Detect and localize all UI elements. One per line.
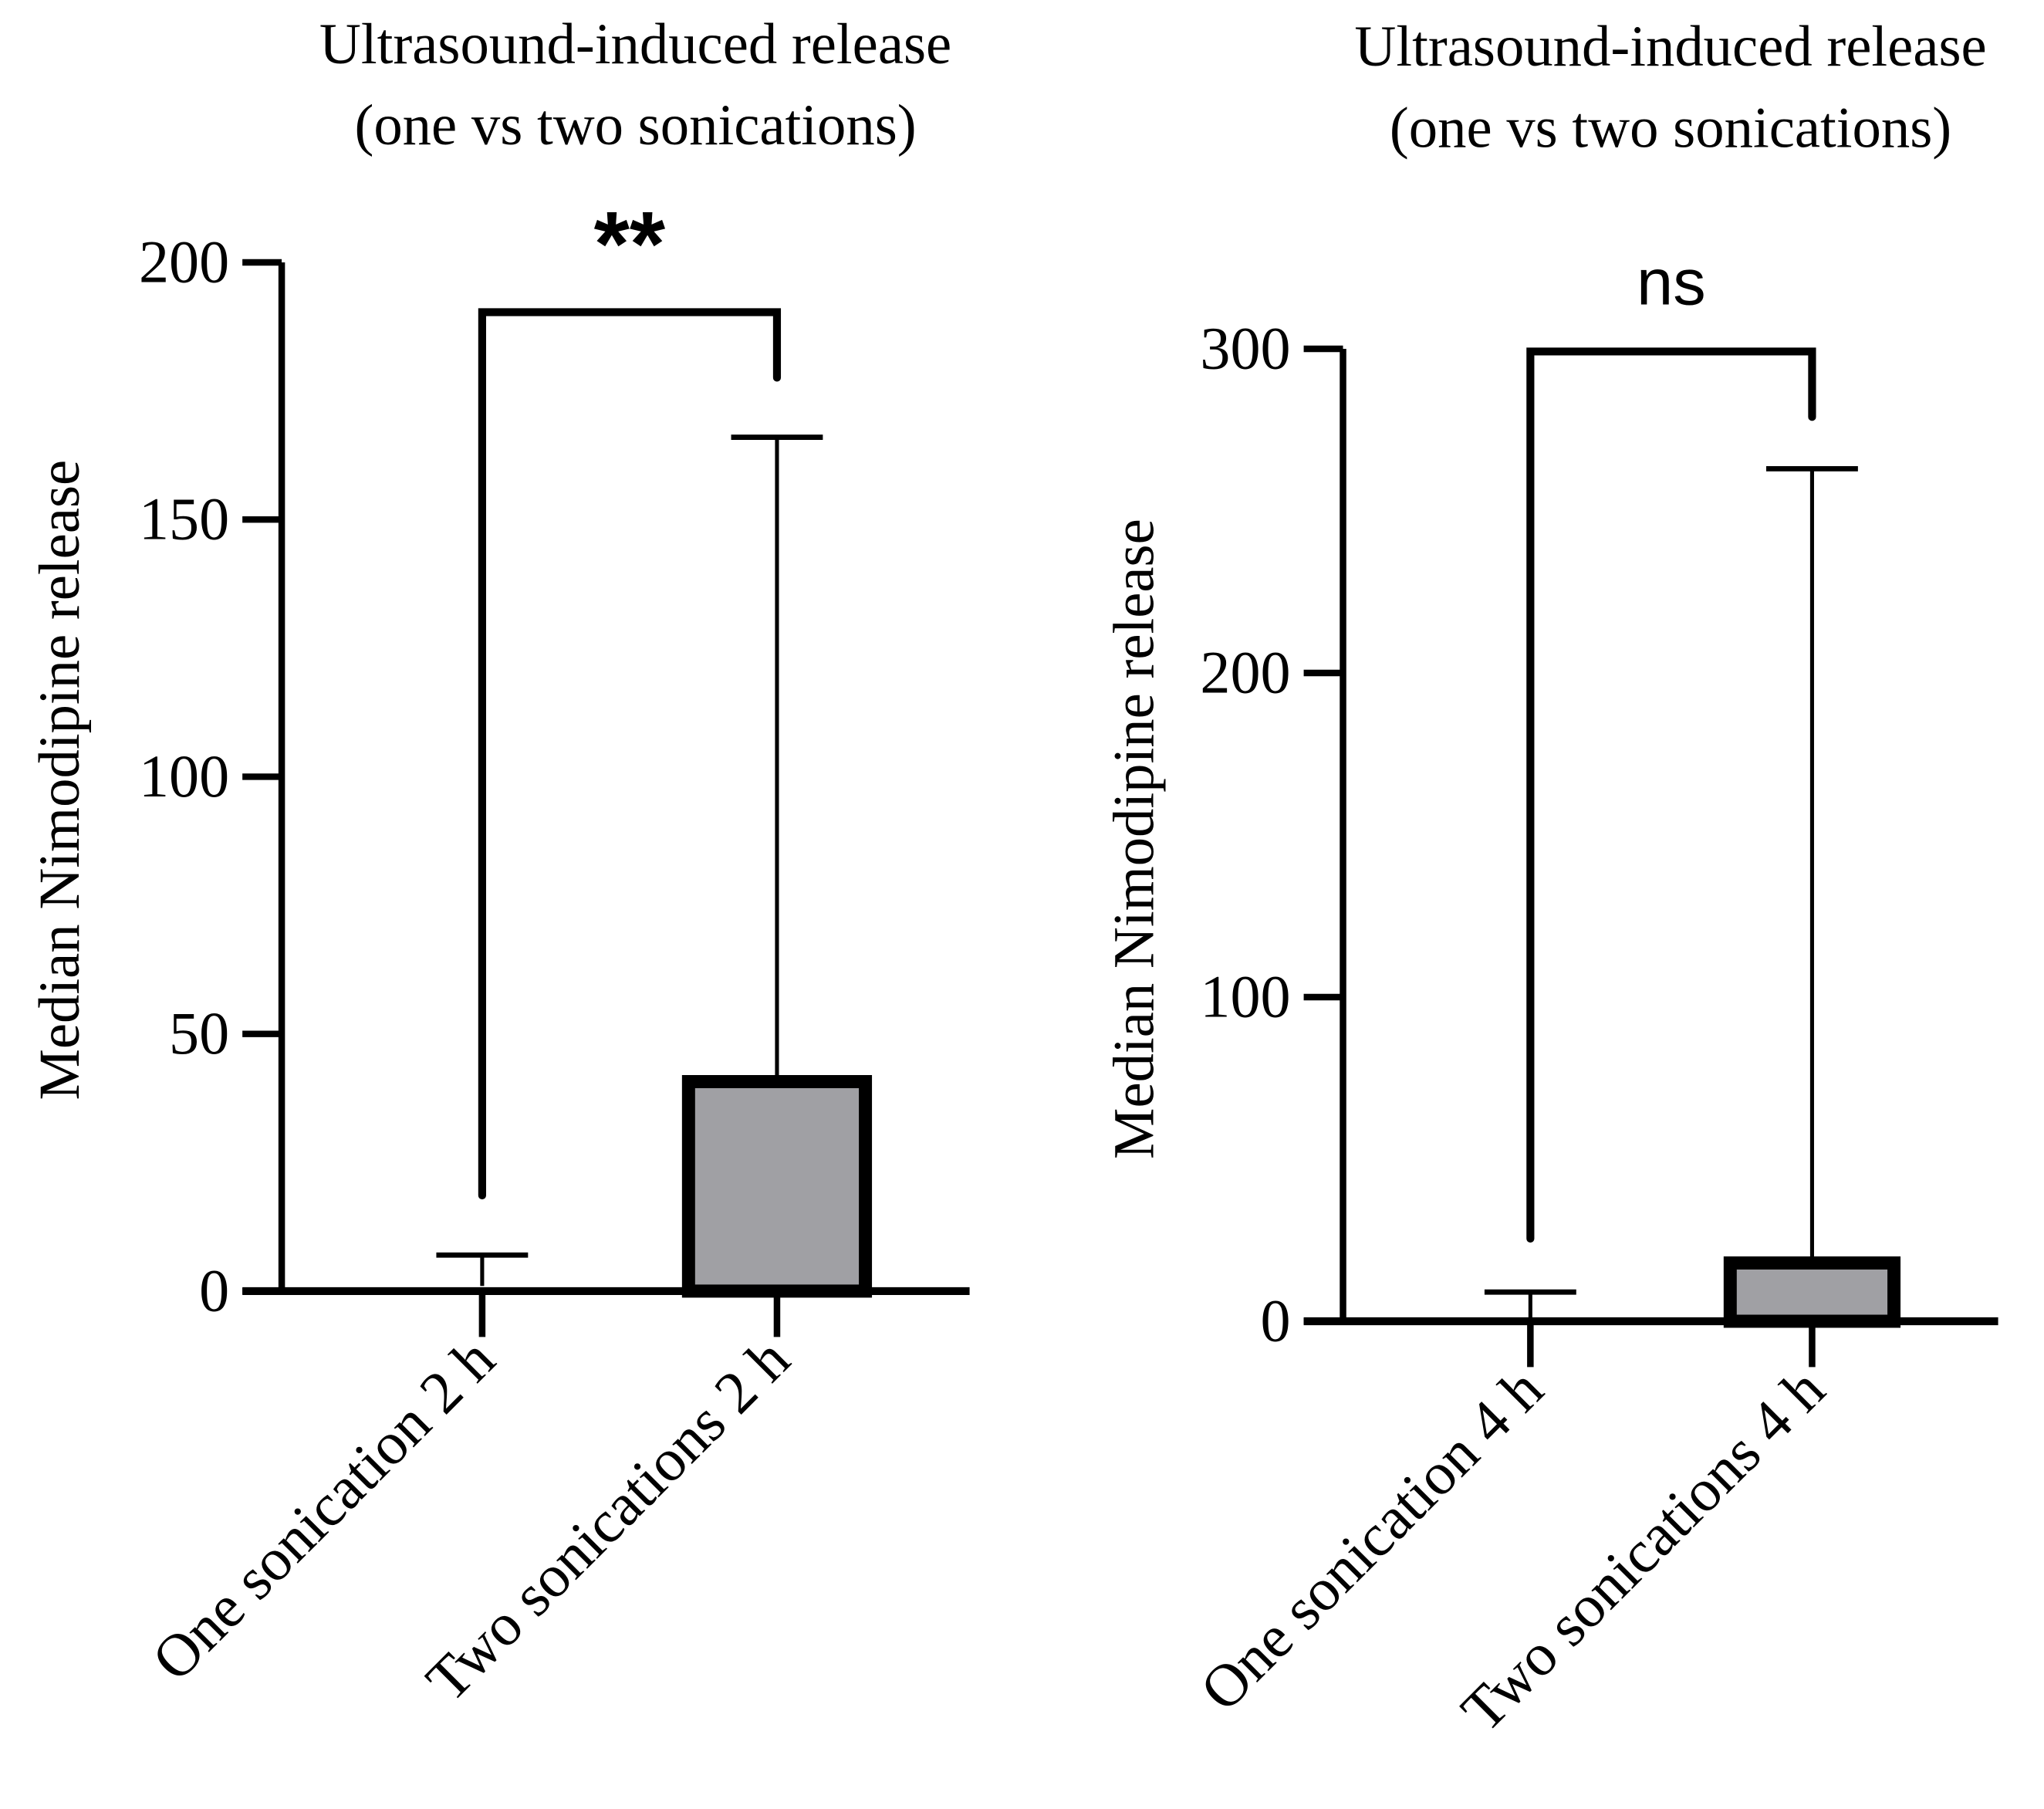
chart-2: Ultrasound-induced release (one vs two so… — [1102, 15, 1998, 1744]
significance-bracket — [478, 308, 782, 1200]
chart-1: Ultrasound-induced release (one vs two so… — [28, 12, 970, 1714]
y-tick-label: 100 — [139, 742, 229, 810]
significance-bracket — [1526, 347, 1816, 1243]
chart-title-line: Ultrasound-induced release — [319, 12, 951, 76]
y-axis-label: Median Nimodipine release — [1102, 519, 1166, 1159]
bar — [681, 1075, 873, 1298]
y-tick-label: 100 — [1200, 962, 1290, 1030]
y-tick-label: 0 — [199, 1256, 229, 1324]
significance-label: ns — [1637, 245, 1706, 318]
y-tick-label: 200 — [1200, 638, 1290, 705]
bar — [1723, 1256, 1901, 1328]
y-tick-label: 150 — [139, 485, 229, 553]
chart-title-line: (one vs two sonications) — [1390, 96, 1951, 161]
y-tick-label: 0 — [1261, 1287, 1291, 1354]
y-tick-label: 50 — [169, 999, 229, 1067]
y-tick-label: 200 — [139, 228, 229, 295]
chart-title-line: (one vs two sonications) — [354, 93, 916, 157]
y-tick-label: 300 — [1200, 314, 1290, 381]
significance-label: ** — [594, 193, 666, 296]
y-axis-label: Median Nimodipine release — [28, 460, 92, 1101]
chart-title-line: Ultrasound-induced release — [1354, 15, 1986, 79]
